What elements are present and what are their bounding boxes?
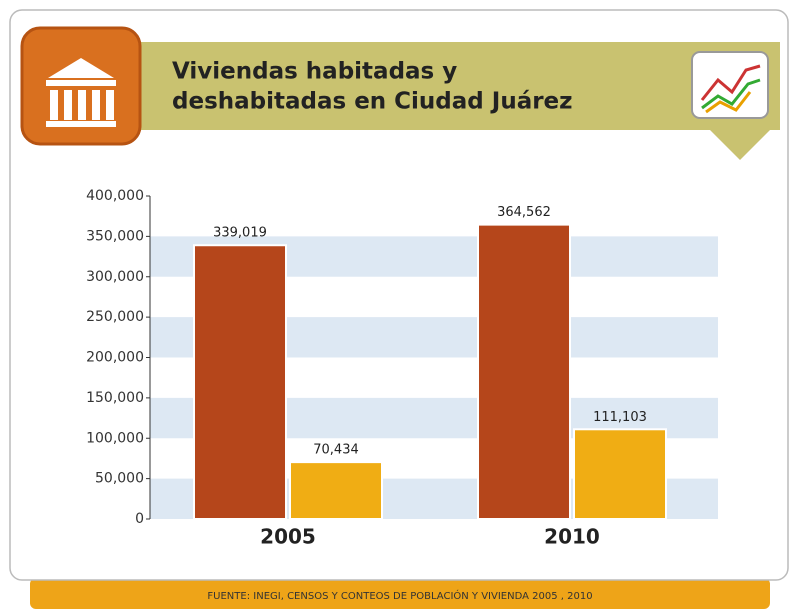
bar [193,244,287,520]
x-tick-label: 2005 [260,525,316,549]
bar [573,428,667,521]
pointer [710,130,770,160]
y-tick-label: 200,000 [86,350,144,366]
header-band [130,42,780,130]
y-tick-label: 100,000 [86,430,144,446]
building-icon [46,58,116,127]
y-tick-label: 0 [135,511,144,527]
chart-title: deshabitadas en Ciudad Juárez [172,89,573,115]
data-label: 364,562 [497,205,551,220]
chart-title: Viviendas habitadas y [172,59,457,85]
footer-bar [30,578,770,609]
bar [477,223,571,520]
icon-line [701,78,761,110]
icon-line [705,91,752,114]
y-tick-label: 250,000 [86,309,144,325]
data-label: 111,103 [593,410,647,425]
source-note: FUENTE: INEGI, CENSOS Y CONTEOS DE POBLA… [207,589,592,602]
x-tick-label: 2010 [544,525,600,549]
icon-line [700,64,761,101]
y-tick-label: 400,000 [86,188,144,204]
data-label: 70,434 [313,443,359,458]
y-tick-label: 350,000 [86,228,144,244]
y-tick-label: 50,000 [95,471,144,487]
bar [289,461,383,520]
y-tick-label: 150,000 [86,390,144,406]
data-label: 339,019 [213,226,267,241]
y-tick-label: 300,000 [86,269,144,285]
